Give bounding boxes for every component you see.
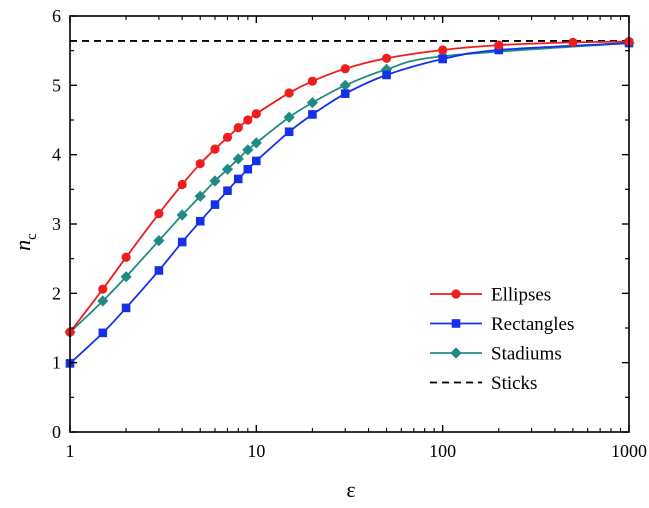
series-ellipses-point-2 [121,252,131,262]
series-stadiums-point-6 [209,175,221,187]
x-tick-label-1000: 1000 [611,441,647,461]
series-ellipses-point-8 [233,123,243,133]
x-tick-label-1: 1 [66,441,75,461]
legend-item-rectangles: Rectangles [430,314,574,335]
series-ellipses-point-5 [195,159,205,169]
series-stadiums-point-14 [380,63,393,75]
series-stadiums [64,37,635,338]
legend: Ellipses Rectangles Stadiums Sticks [430,285,574,394]
series-rectangles-point-9 [243,164,253,174]
series-rectangles-point-16 [494,45,504,55]
legend-label-stadiums: Stadiums [491,344,562,365]
series-ellipses-point-1 [98,284,108,294]
series-rectangles-point-3 [154,266,164,275]
series-ellipses-point-15 [438,45,448,55]
series-ellipses-point-9 [243,115,253,125]
series-ellipses-point-10 [251,109,261,119]
series-stadiums-point-4 [176,209,188,221]
x-axis-label: ε [346,477,355,502]
series-ellipses-point-13 [340,64,350,74]
series-ellipses-point-7 [222,132,233,142]
y-axis-label: nc [10,233,40,251]
y-tick-label-6: 6 [52,6,61,26]
plot-frame [69,15,630,433]
series-rectangles-point-2 [121,303,131,313]
series-stadiums-point-9 [242,144,254,156]
legend-item-ellipses: Ellipses [430,285,551,306]
plot-marks [64,37,635,368]
series-stadiums-point-8 [232,153,244,165]
series-rectangles-point-5 [195,216,205,226]
series-ellipses [65,37,634,337]
series-ellipses-point-17 [568,37,578,47]
y-tick-label-1: 1 [52,353,61,373]
legend-marker-stadiums [450,347,462,359]
series-stadiums-point-1 [97,295,109,307]
series-stadiums-point-12 [306,97,319,109]
legend-label-ellipses: Ellipses [491,285,551,306]
series-stadiums-point-13 [339,79,351,91]
y-tick-label-0: 0 [52,422,61,442]
legend-marker-ellipses [451,289,461,299]
series-stadiums-point-2 [120,271,132,283]
series-rectangles-point-14 [382,70,391,80]
series-rectangles-point-15 [438,54,447,64]
legend-label-rectangles: Rectangles [491,314,574,335]
series-rectangles-point-11 [284,127,294,137]
series-stadiums-point-7 [221,163,234,175]
x-tick-label-10: 10 [247,441,265,461]
x-tick-label-100: 100 [429,441,456,461]
series-stadiums-point-11 [283,111,295,123]
series-ellipses-point-3 [154,209,164,219]
y-tick-label-4: 4 [52,145,61,165]
series-ellipses-point-12 [307,76,318,86]
series-stadiums-point-3 [153,235,165,247]
series-rectangles-point-6 [210,200,220,209]
y-tick-label-2: 2 [52,283,61,303]
series-ellipses-point-6 [210,144,220,154]
legend-marker-rectangles [451,319,461,328]
y-axis-label-subscript: c [24,233,40,240]
y-tick-label-5: 5 [52,75,61,95]
series-rectangles-point-12 [308,110,317,119]
y-tick-label-3: 3 [52,214,61,234]
series-rectangles-point-7 [223,186,232,196]
legend-item-stadiums: Stadiums [430,344,562,365]
series-ellipses-point-11 [284,88,294,98]
series-rectangles-point-13 [340,89,350,98]
series-rectangles-point-1 [98,328,108,338]
legend-item-sticks: Sticks [430,373,537,394]
series-rectangles-point-8 [233,174,243,184]
legend-label-sticks: Sticks [491,373,537,394]
series-stadiums-point-10 [250,137,262,149]
y-axis-label-main: n [10,240,35,251]
series-rectangles-point-10 [252,156,261,166]
series-rectangles-point-4 [177,237,187,247]
series-ellipses-point-16 [494,40,504,50]
series-stadiums-point-5 [194,190,206,202]
series-rectangles [65,38,634,368]
series-ellipses-point-4 [177,179,187,190]
series-ellipses-point-14 [381,53,392,63]
